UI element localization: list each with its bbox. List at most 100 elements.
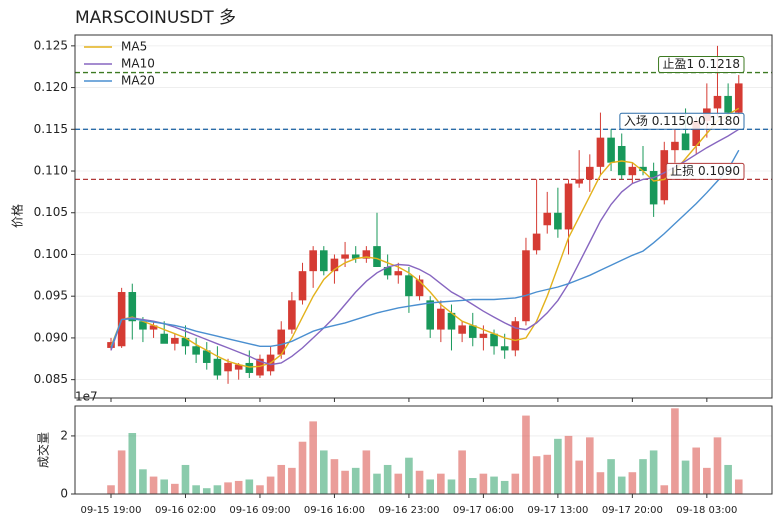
candle-body (171, 337, 179, 344)
volume-bar (479, 473, 488, 494)
candle-body (607, 137, 615, 163)
x-tick-label: 09-17 13:00 (527, 505, 588, 516)
candle-body (596, 137, 605, 167)
volume-bar (213, 485, 222, 494)
legend-label: MA10 (121, 57, 155, 71)
volume-bar (468, 478, 477, 494)
volume-bar (458, 450, 466, 494)
volume-bar (245, 479, 254, 494)
volume-frame (74, 405, 773, 495)
volume-bar (703, 467, 711, 494)
level-label-text: 止盈1 0.1218 (663, 57, 740, 71)
volume-bar (341, 470, 349, 494)
candle-body (554, 212, 562, 230)
x-tick-label: 09-18 03:00 (676, 505, 737, 516)
volume-bar (617, 476, 626, 494)
y-tick-label: 0.125 (34, 38, 68, 52)
volume-bar (554, 438, 562, 494)
volume-bar (298, 441, 307, 494)
volume-offset-label: 1e7 (75, 390, 98, 404)
volume-bar (734, 479, 743, 494)
candle-body (500, 346, 509, 351)
candle-body (192, 346, 200, 355)
volume-bar (288, 467, 296, 494)
candle-body (330, 258, 339, 272)
volume-bar (266, 476, 275, 494)
x-tick-label: 09-17 06:00 (453, 505, 514, 516)
volume-bar (437, 473, 445, 494)
volume-bar (607, 459, 615, 494)
volume-bar (660, 485, 669, 494)
level-label-text: 止损 0.1090 (670, 164, 740, 178)
x-tick-label: 09-16 16:00 (304, 505, 365, 516)
volume-bar (383, 464, 392, 494)
volume-bar (256, 485, 264, 494)
candle-body (128, 292, 137, 322)
candle-body (373, 246, 381, 267)
candle-body (245, 362, 254, 373)
volume-bar (117, 450, 126, 494)
volume-bar (181, 464, 190, 494)
candle-body (586, 166, 594, 180)
volume-bar (628, 472, 637, 494)
volume-bar (330, 459, 339, 494)
volume-bar (107, 485, 115, 494)
y-tick-label: 0.115 (34, 122, 68, 136)
candle-body (575, 179, 583, 184)
ma-line (110, 149, 740, 349)
candle-body (351, 254, 360, 259)
candle-body (415, 279, 424, 297)
candle-body (277, 329, 286, 355)
volume-bar (234, 480, 243, 494)
candle-body (628, 166, 637, 176)
candle-body (713, 95, 722, 109)
volume-bar (671, 408, 679, 494)
candle-body (394, 271, 403, 276)
volume-bar (522, 415, 530, 494)
volume-bar (171, 483, 179, 494)
candle-body (660, 150, 669, 201)
candle-body (234, 364, 243, 370)
x-tick-label: 09-17 20:00 (602, 505, 663, 516)
candle-body (511, 321, 520, 351)
candle-body (734, 83, 743, 113)
volume-bar (692, 447, 700, 494)
level-label-box (665, 162, 745, 180)
candle-body (671, 141, 679, 151)
legend-label: MA5 (121, 40, 147, 54)
candle-body (139, 321, 147, 330)
y-tick-label: 0.095 (34, 289, 68, 303)
level-label-box (658, 56, 745, 74)
volume-bar (564, 435, 573, 494)
volume-bar (320, 450, 328, 494)
volume-bar (139, 469, 147, 494)
y-tick-label: 2 (60, 428, 68, 442)
volume-bar (149, 476, 158, 494)
ma-line (110, 107, 740, 368)
level-label: 止损 0.1090 (665, 162, 745, 180)
candle-body (298, 271, 307, 301)
volume-bar (224, 482, 232, 494)
candle-body (468, 325, 477, 338)
volume-bar (277, 464, 286, 494)
candle-body (224, 362, 232, 372)
volume-bar (394, 473, 403, 494)
x-tick-label: 09-16 02:00 (155, 505, 216, 516)
candle-body (692, 120, 700, 146)
volume-bar (447, 479, 456, 494)
candle-body (479, 333, 488, 338)
candle-body (362, 250, 371, 259)
candle-body (522, 250, 530, 322)
volume-bar (415, 470, 424, 494)
volume-bar (351, 467, 360, 494)
level-label: 止盈1 0.1218 (658, 56, 745, 74)
volume-bar (192, 485, 200, 494)
candle-body (213, 358, 222, 376)
volume-bar (532, 456, 541, 494)
volume-bar (202, 488, 211, 494)
volume-bar (713, 437, 722, 494)
candle-body (256, 358, 264, 376)
candle-body (288, 300, 296, 330)
level-label: 入场 0.1150-0.1180 (619, 112, 745, 130)
